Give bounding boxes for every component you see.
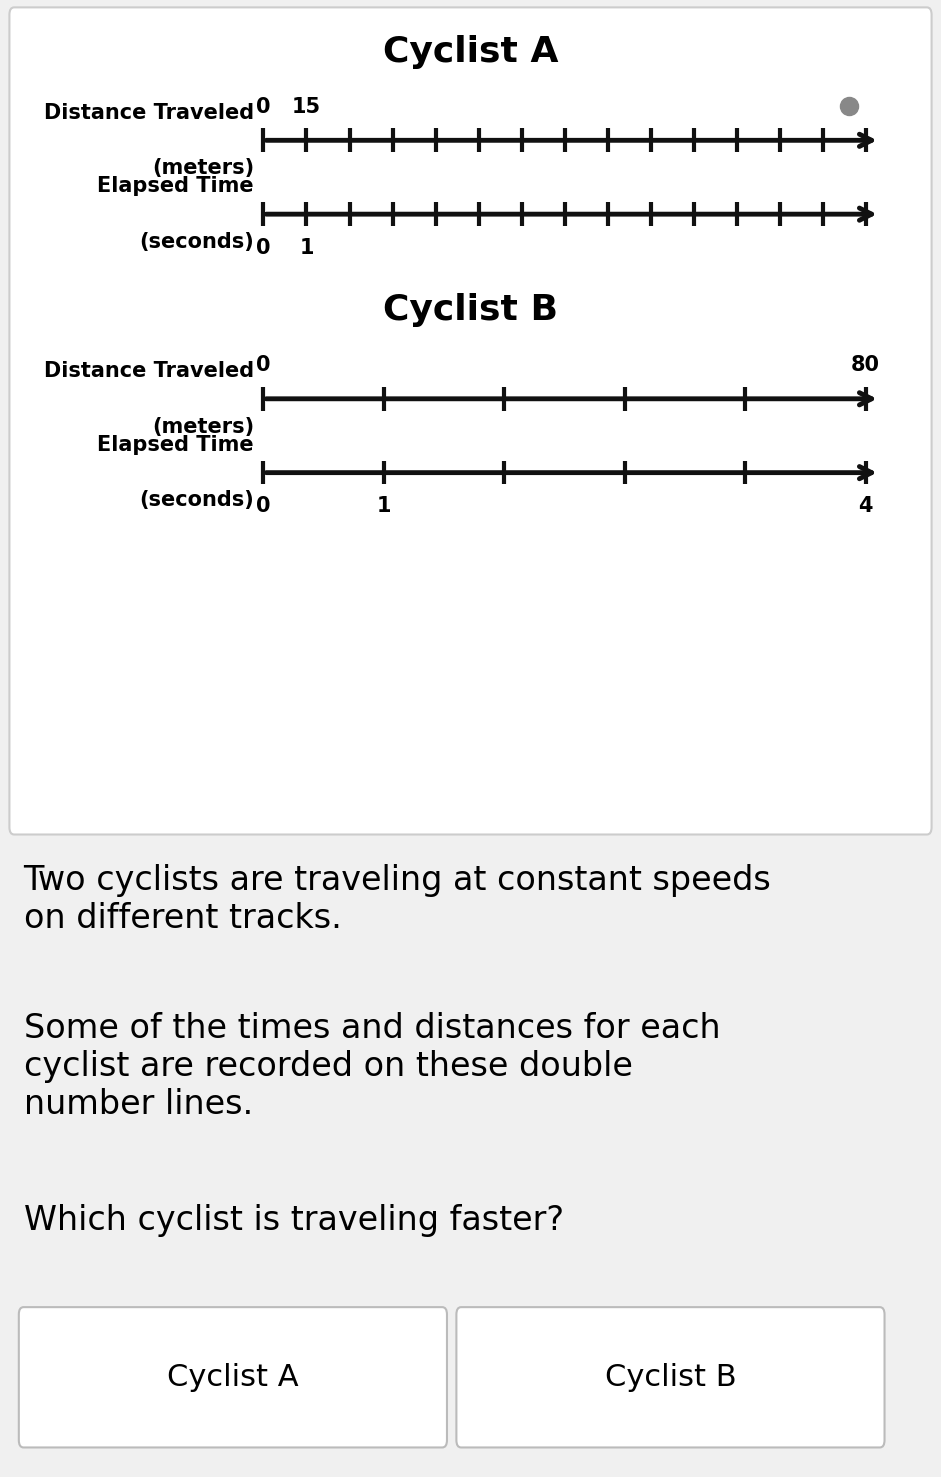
Text: (meters): (meters) <box>152 158 254 179</box>
FancyBboxPatch shape <box>9 7 932 835</box>
Text: Cyclist A: Cyclist A <box>383 34 558 69</box>
Text: Distance Traveled: Distance Traveled <box>44 360 254 381</box>
FancyBboxPatch shape <box>456 1307 885 1447</box>
Text: 0: 0 <box>256 354 271 375</box>
Text: Elapsed Time: Elapsed Time <box>98 434 254 455</box>
Text: Cyclist B: Cyclist B <box>383 292 558 328</box>
Text: Two cyclists are traveling at constant speeds
on different tracks.: Two cyclists are traveling at constant s… <box>24 864 772 935</box>
Text: 0: 0 <box>256 496 271 517</box>
Text: Cyclist B: Cyclist B <box>605 1363 736 1391</box>
Text: 4: 4 <box>858 496 873 517</box>
Text: 1: 1 <box>376 496 391 517</box>
Text: 0: 0 <box>256 238 271 258</box>
Text: Elapsed Time: Elapsed Time <box>98 176 254 196</box>
Text: Distance Traveled: Distance Traveled <box>44 102 254 123</box>
Text: (meters): (meters) <box>152 417 254 437</box>
Text: 15: 15 <box>292 96 321 117</box>
Text: (seconds): (seconds) <box>139 490 254 511</box>
Text: (seconds): (seconds) <box>139 232 254 253</box>
Text: Which cyclist is traveling faster?: Which cyclist is traveling faster? <box>24 1204 564 1236</box>
Text: Cyclist A: Cyclist A <box>167 1363 298 1391</box>
FancyBboxPatch shape <box>19 1307 447 1447</box>
Text: 80: 80 <box>852 354 880 375</box>
Text: 1: 1 <box>299 238 313 258</box>
Text: Some of the times and distances for each
cyclist are recorded on these double
nu: Some of the times and distances for each… <box>24 1012 720 1121</box>
Text: 0: 0 <box>256 96 271 117</box>
